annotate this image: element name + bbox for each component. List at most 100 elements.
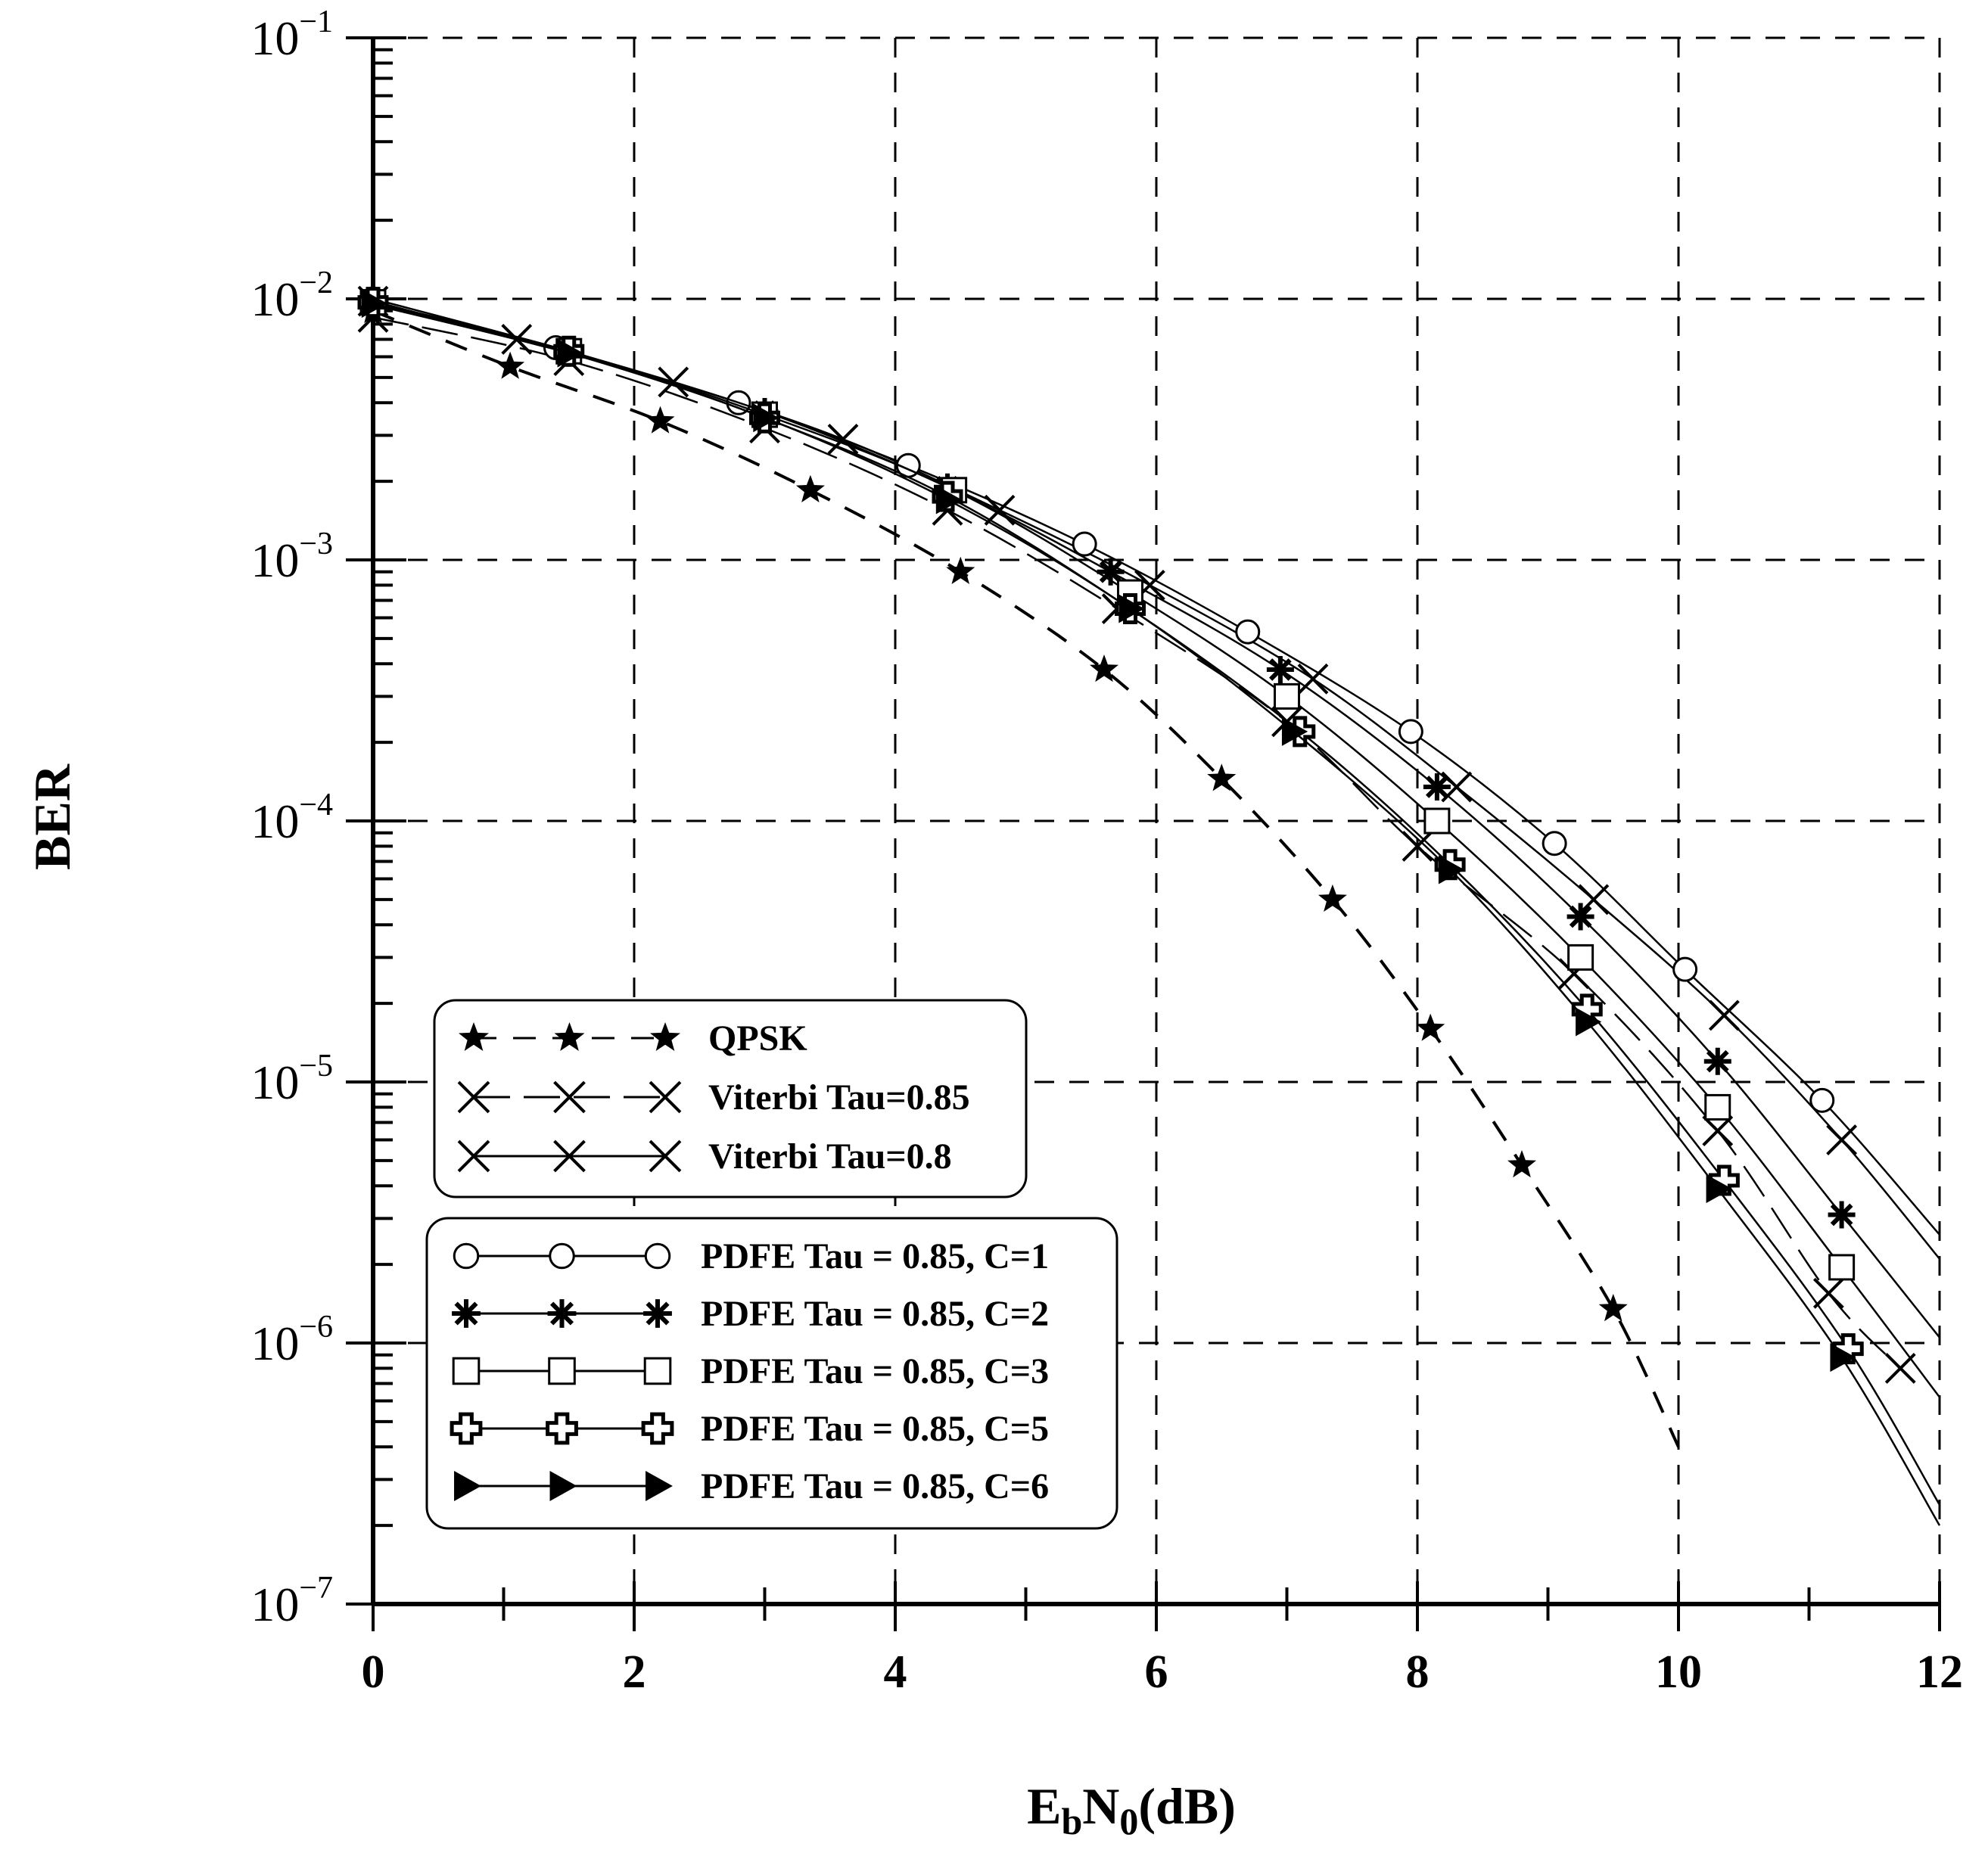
marker-x bbox=[457, 1080, 490, 1114]
marker-triangle bbox=[1576, 1007, 1602, 1037]
legend-entry: PDFE Tau = 0.85, C=1 bbox=[453, 1236, 1049, 1276]
series-line bbox=[372, 316, 1902, 1369]
y-tick-base: 10 bbox=[250, 1578, 299, 1631]
legend-label: PDFE Tau = 0.85, C=1 bbox=[701, 1236, 1049, 1276]
marker-asterisk bbox=[1097, 558, 1125, 586]
marker-star bbox=[646, 406, 675, 434]
y-axis-title: BER bbox=[23, 763, 81, 870]
marker-x bbox=[1708, 1000, 1740, 1031]
x-tick-labels: 0 2 4 6 8 10 12 bbox=[362, 1646, 1964, 1698]
x-axis-title-n: N bbox=[1082, 1777, 1119, 1835]
marker-asterisk bbox=[452, 1299, 481, 1328]
marker-star bbox=[1598, 1294, 1628, 1322]
marker-x bbox=[553, 1080, 586, 1114]
grid bbox=[373, 36, 1941, 1604]
marker-triangle bbox=[646, 1471, 673, 1501]
legend-entry: PDFE Tau = 0.85, C=2 bbox=[452, 1294, 1049, 1334]
legend-entry: Viterbi Tau=0.85 bbox=[457, 1077, 970, 1118]
y-tick-base: 10 bbox=[250, 1317, 299, 1370]
marker-x bbox=[1702, 1115, 1734, 1146]
marker-asterisk bbox=[1703, 1047, 1731, 1075]
y-tick-label: 10−4 bbox=[250, 788, 333, 848]
marker-cross bbox=[450, 1412, 483, 1445]
y-tick-exponent: −1 bbox=[299, 5, 333, 39]
marker-star bbox=[1416, 1013, 1445, 1041]
marker-square bbox=[452, 1357, 481, 1385]
marker-square bbox=[1567, 944, 1594, 971]
legend-label: QPSK bbox=[708, 1018, 807, 1059]
marker-circle bbox=[1542, 831, 1567, 856]
marker-triangle bbox=[753, 403, 779, 433]
marker-square bbox=[1423, 807, 1451, 835]
marker-asterisk bbox=[1266, 656, 1294, 683]
y-tick-exponent: −4 bbox=[299, 788, 333, 822]
marker-x bbox=[1297, 663, 1329, 695]
x-tick-label: 6 bbox=[1145, 1646, 1168, 1698]
marker-star bbox=[459, 1022, 489, 1051]
marker-x bbox=[649, 1080, 682, 1114]
legend-entry: Viterbi Tau=0.8 bbox=[457, 1136, 952, 1177]
marker-square bbox=[1274, 682, 1300, 710]
y-tick-base: 10 bbox=[250, 794, 299, 848]
x-tick-label: 12 bbox=[1916, 1646, 1963, 1698]
marker-triangle bbox=[1118, 594, 1145, 623]
marker-star bbox=[554, 1022, 585, 1051]
x-tick-label: 2 bbox=[623, 1646, 646, 1698]
marker-square bbox=[548, 1357, 576, 1385]
marker-circle bbox=[1072, 531, 1097, 557]
marker-x bbox=[1812, 1277, 1844, 1309]
marker-triangle bbox=[935, 485, 962, 515]
marker-star bbox=[1207, 763, 1237, 791]
legend-entry: QPSK bbox=[459, 1018, 807, 1059]
y-tick-label: 10−2 bbox=[250, 266, 333, 326]
marker-triangle bbox=[1706, 1174, 1732, 1204]
marker-circle bbox=[1672, 956, 1698, 982]
legend-entry: PDFE Tau = 0.85, C=3 bbox=[452, 1351, 1049, 1391]
marker-triangle bbox=[1438, 855, 1465, 884]
marker-star bbox=[946, 556, 975, 584]
marker-asterisk bbox=[643, 1299, 672, 1328]
legend-box bbox=[433, 999, 1028, 1198]
marker-triangle bbox=[1281, 717, 1308, 746]
y-tick-exponent: −3 bbox=[299, 527, 333, 561]
marker-square bbox=[1704, 1093, 1731, 1121]
x-axis-title-rest: (dB) bbox=[1138, 1777, 1235, 1835]
marker-asterisk bbox=[1423, 773, 1451, 801]
marker-x bbox=[1402, 831, 1433, 862]
marker-triangle bbox=[549, 1471, 577, 1501]
series-pdfe-tau-0-85-c-6 bbox=[361, 289, 1941, 1526]
marker-triangle bbox=[557, 338, 583, 368]
x-tick-label: 10 bbox=[1655, 1646, 1702, 1698]
marker-asterisk bbox=[1566, 903, 1594, 931]
y-tick-base: 10 bbox=[250, 11, 299, 65]
marker-star bbox=[650, 1022, 680, 1051]
marker-star bbox=[496, 351, 525, 379]
legend-label: PDFE Tau = 0.85, C=3 bbox=[701, 1351, 1049, 1391]
marker-circle bbox=[1235, 619, 1261, 645]
marker-circle bbox=[549, 1242, 575, 1270]
y-tick-base: 10 bbox=[250, 1055, 299, 1109]
marker-triangle bbox=[454, 1471, 481, 1501]
legend: QPSK Viterbi Tau=0.85 Viterbi Tau=0.8 PDFE … bbox=[425, 999, 1118, 1530]
legend-label: PDFE Tau = 0.85, C=6 bbox=[701, 1466, 1049, 1506]
y-tick-label: 10−6 bbox=[250, 1310, 333, 1370]
x-tick-label: 8 bbox=[1406, 1646, 1430, 1698]
marker-x bbox=[457, 1139, 490, 1173]
x-axis-title-sub-b: b bbox=[1061, 1800, 1082, 1842]
marker-x bbox=[1441, 771, 1473, 803]
y-tick-label: 10−3 bbox=[250, 527, 333, 587]
y-tick-label: 10−7 bbox=[250, 1571, 333, 1631]
y-tick-exponent: −2 bbox=[299, 266, 333, 300]
y-tick-base: 10 bbox=[250, 272, 299, 326]
y-tick-label: 10−1 bbox=[250, 5, 333, 65]
marker-cross bbox=[1832, 1333, 1864, 1365]
y-tick-base: 10 bbox=[250, 533, 299, 587]
marker-star bbox=[795, 474, 825, 502]
marker-circle bbox=[1809, 1087, 1835, 1113]
y-tick-exponent: −7 bbox=[299, 1571, 333, 1606]
x-axis-title: EbN0(dB) bbox=[1027, 1777, 1236, 1842]
marker-star bbox=[1507, 1150, 1536, 1178]
marker-asterisk bbox=[547, 1299, 577, 1328]
marker-square bbox=[643, 1357, 672, 1385]
